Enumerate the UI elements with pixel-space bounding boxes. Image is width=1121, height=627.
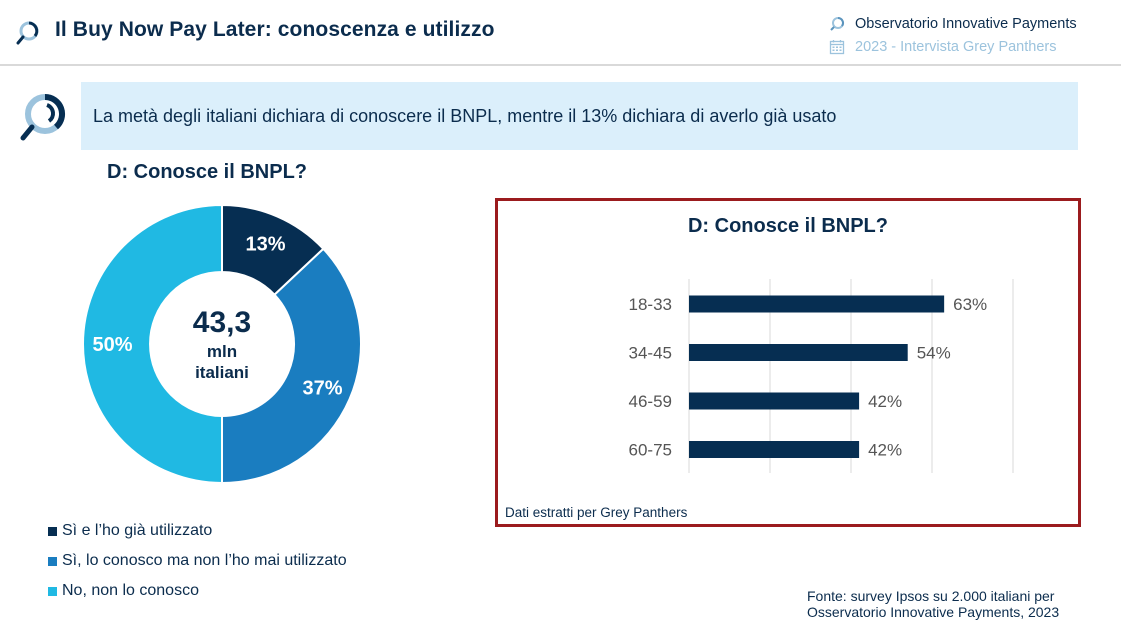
- donut-center-value: 43,3: [193, 306, 251, 339]
- legend-item-unknown: No, non lo conosco: [48, 570, 347, 600]
- bar-chart: 18-33 63% 34-45 54% 46-59 42% 60-75 42%: [629, 279, 1014, 473]
- legend-label: Sì e l’ho già utilizzato: [62, 522, 213, 539]
- bar-category-label: 46-59: [629, 392, 672, 411]
- legend-item-known-not-used: Sì, lo conosco ma non l’ho mai utilizzat…: [48, 540, 347, 570]
- magnifier-icon: [16, 21, 39, 45]
- donut-slice-label: 13%: [245, 234, 285, 256]
- donut-chart: 13% 37% 50% 43,3 mln italiani: [82, 203, 362, 485]
- bar-value-label: 63%: [953, 295, 987, 314]
- source-line-1: Fonte: survey Ipsos su 2.000 italiani pe…: [807, 588, 1055, 604]
- bar-category-label: 34-45: [629, 344, 672, 363]
- legend-item-used: Sì e l’ho già utilizzato: [48, 510, 347, 540]
- legend-label: No, non lo conosco: [62, 582, 199, 599]
- header-meta: Observatorio Innovative Payments 2023 - …: [829, 12, 1109, 58]
- bar-category-label: 18-33: [629, 295, 672, 314]
- page-title: Il Buy Now Pay Later: conoscenza e utili…: [55, 18, 495, 41]
- key-insight-banner: La metà degli italiani dichiara di conos…: [81, 82, 1078, 150]
- donut-slice-label: 50%: [92, 334, 132, 356]
- bar-chart-note: Dati estratti per Grey Panthers: [505, 505, 688, 520]
- legend-swatch: [48, 557, 57, 566]
- legend-swatch: [48, 527, 57, 536]
- donut-center-caption: italiani: [195, 363, 249, 382]
- page-header: Il Buy Now Pay Later: conoscenza e utili…: [0, 0, 1121, 66]
- bar-chart-title: D: Conosce il BNPL?: [687, 215, 888, 237]
- meta-date: 2023 - Intervista Grey Panthers: [829, 35, 1109, 58]
- bar-value-label: 54%: [917, 344, 951, 363]
- donut-slice: [82, 203, 223, 485]
- legend-label: Sì, lo conosco ma non l’ho mai utilizzat…: [62, 552, 347, 569]
- bar: [689, 295, 945, 313]
- donut-center-unit: mln: [207, 342, 237, 361]
- key-insight-text: La metà degli italiani dichiara di conos…: [93, 106, 837, 126]
- donut-chart-title: D: Conosce il BNPL?: [107, 161, 308, 183]
- bar-category-label: 60-75: [629, 441, 672, 460]
- date-label: 2023 - Intervista Grey Panthers: [855, 38, 1057, 55]
- age-bar-chart-panel: D: Conosce il BNPL? 18-33 63% 34-45 54% 46-5…: [495, 198, 1081, 527]
- observatory-label: Observatorio Innovative Payments: [855, 15, 1077, 32]
- bar: [689, 392, 860, 410]
- magnifier-icon: [830, 16, 844, 31]
- bar-value-label: 42%: [868, 441, 902, 460]
- source-line-2: Osservatorio Innovative Payments, 2023: [807, 604, 1060, 620]
- donut-slice-label: 37%: [302, 377, 342, 399]
- meta-observatory: Observatorio Innovative Payments: [829, 12, 1109, 35]
- donut-slice: [221, 247, 362, 485]
- donut-legend: Sì e l’ho già utilizzato Sì, lo conosco …: [48, 510, 347, 600]
- bar-value-label: 42%: [868, 392, 902, 411]
- magnifier-icon: [20, 93, 66, 141]
- bar: [689, 441, 860, 458]
- legend-swatch: [48, 587, 57, 596]
- calendar-icon: [829, 39, 845, 54]
- source-note: Fonte: survey Ipsos su 2.000 italiani pe…: [807, 588, 1059, 620]
- bar: [689, 344, 908, 361]
